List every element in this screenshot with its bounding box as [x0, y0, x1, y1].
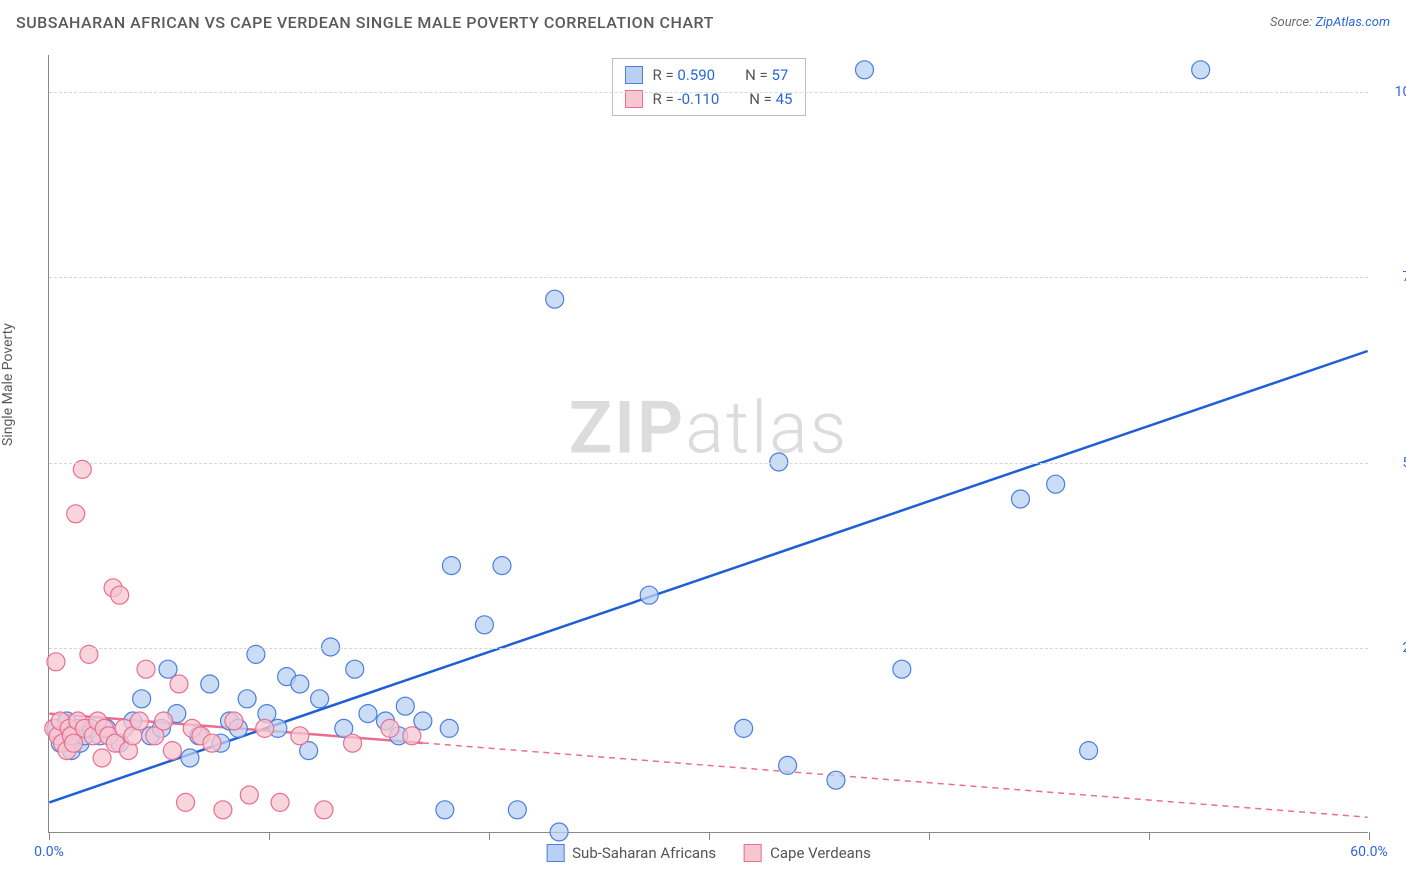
- data-point-capeverdean: [155, 712, 173, 730]
- data-point-capeverdean: [163, 742, 181, 760]
- r-value: 0.590: [677, 66, 715, 84]
- data-point-subsaharan: [508, 801, 526, 819]
- x-tick: [49, 832, 50, 840]
- data-point-subsaharan: [291, 675, 309, 693]
- r-label: R = -0.110: [653, 87, 720, 111]
- data-point-capeverdean: [240, 786, 258, 804]
- y-tick-label: 50.0%: [1378, 455, 1406, 471]
- data-point-capeverdean: [137, 660, 155, 678]
- x-tick-label: 60.0%: [1350, 844, 1388, 860]
- data-point-capeverdean: [256, 719, 274, 737]
- x-tick: [709, 832, 710, 840]
- legend-item-subsaharan: Sub-Saharan Africans: [546, 844, 716, 862]
- data-point-capeverdean: [381, 719, 399, 737]
- data-point-capeverdean: [65, 734, 83, 752]
- data-point-subsaharan: [1012, 490, 1030, 508]
- swatch-subsaharan: [625, 66, 643, 84]
- data-point-capeverdean: [225, 712, 243, 730]
- chart-title: SUBSAHARAN AFRICAN VS CAPE VERDEAN SINGL…: [16, 13, 714, 32]
- data-point-subsaharan: [346, 660, 364, 678]
- y-tick-label: 100.0%: [1378, 84, 1406, 100]
- data-point-subsaharan: [779, 756, 797, 774]
- r-label: R = 0.590: [653, 63, 716, 87]
- data-point-capeverdean: [291, 727, 309, 745]
- data-point-capeverdean: [203, 734, 221, 752]
- data-point-subsaharan: [546, 290, 564, 308]
- x-tick: [269, 832, 270, 840]
- data-point-capeverdean: [130, 712, 148, 730]
- data-point-subsaharan: [893, 660, 911, 678]
- data-point-capeverdean: [271, 793, 289, 811]
- data-point-capeverdean: [93, 749, 111, 767]
- data-point-subsaharan: [442, 557, 460, 575]
- points-layer: [49, 55, 1368, 832]
- chart-header: SUBSAHARAN AFRICAN VS CAPE VERDEAN SINGL…: [0, 0, 1406, 44]
- gridline-h: [49, 463, 1368, 464]
- y-tick-label: 75.0%: [1378, 269, 1406, 285]
- data-point-subsaharan: [201, 675, 219, 693]
- data-point-subsaharan: [440, 719, 458, 737]
- data-point-capeverdean: [111, 586, 129, 604]
- data-point-subsaharan: [396, 697, 414, 715]
- data-point-subsaharan: [735, 719, 753, 737]
- data-point-subsaharan: [1047, 475, 1065, 493]
- corr-row-subsaharan: R = 0.590 N = 57: [625, 63, 793, 87]
- legend-label: Cape Verdeans: [770, 844, 871, 862]
- data-point-capeverdean: [177, 793, 195, 811]
- series-legend: Sub-Saharan Africans Cape Verdeans: [546, 844, 871, 862]
- gridline-h: [49, 277, 1368, 278]
- chart-source: Source: ZipAtlas.com: [1270, 15, 1390, 30]
- data-point-capeverdean: [67, 505, 85, 523]
- data-point-subsaharan: [1080, 742, 1098, 760]
- x-tick-label: 0.0%: [34, 844, 64, 860]
- x-tick: [489, 832, 490, 840]
- data-point-subsaharan: [493, 557, 511, 575]
- correlation-legend: R = 0.590 N = 57 R = -0.110 N = 45: [612, 58, 806, 116]
- x-tick: [1149, 832, 1150, 840]
- data-point-subsaharan: [238, 690, 256, 708]
- data-point-subsaharan: [475, 616, 493, 634]
- data-point-subsaharan: [1192, 61, 1210, 79]
- source-link[interactable]: ZipAtlas.com: [1315, 15, 1390, 30]
- data-point-subsaharan: [159, 660, 177, 678]
- data-point-subsaharan: [550, 823, 568, 841]
- data-point-subsaharan: [856, 61, 874, 79]
- data-point-subsaharan: [827, 771, 845, 789]
- data-point-subsaharan: [133, 690, 151, 708]
- gridline-h: [49, 648, 1368, 649]
- data-point-capeverdean: [214, 801, 232, 819]
- legend-label: Sub-Saharan Africans: [572, 844, 716, 862]
- source-prefix: Source:: [1270, 15, 1315, 30]
- corr-row-capeverdean: R = -0.110 N = 45: [625, 87, 793, 111]
- x-tick: [1369, 832, 1370, 840]
- data-point-subsaharan: [640, 586, 658, 604]
- legend-swatch-subsaharan: [546, 844, 564, 862]
- data-point-capeverdean: [403, 727, 421, 745]
- x-tick: [929, 832, 930, 840]
- scatter-plot: ZIPatlas R = 0.590N = 57R = -0.110N = 45…: [48, 55, 1368, 833]
- data-point-capeverdean: [315, 801, 333, 819]
- y-axis-label: Single Male Poverty: [0, 323, 16, 446]
- legend-swatch-capeverdean: [744, 844, 762, 862]
- data-point-capeverdean: [47, 653, 65, 671]
- data-point-subsaharan: [414, 712, 432, 730]
- data-point-subsaharan: [311, 690, 329, 708]
- gridline-h: [49, 92, 1368, 93]
- n-value: 57: [771, 66, 788, 84]
- data-point-subsaharan: [359, 705, 377, 723]
- legend-item-capeverdean: Cape Verdeans: [744, 844, 871, 862]
- data-point-subsaharan: [436, 801, 454, 819]
- n-label: N = 57: [745, 63, 788, 87]
- data-point-subsaharan: [181, 749, 199, 767]
- data-point-capeverdean: [344, 734, 362, 752]
- n-label: N = 45: [749, 87, 792, 111]
- y-tick-label: 25.0%: [1378, 640, 1406, 656]
- data-point-capeverdean: [170, 675, 188, 693]
